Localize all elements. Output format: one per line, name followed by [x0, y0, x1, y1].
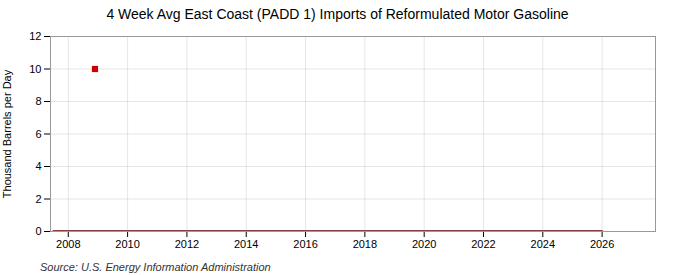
- svg-text:12: 12: [29, 30, 41, 42]
- svg-text:2024: 2024: [531, 238, 555, 250]
- svg-text:2012: 2012: [175, 238, 199, 250]
- html-text:4 Week Avg East Coast (PADD 1): 4 Week Avg East Coast (PADD 1) Imports o…: [106, 6, 569, 22]
- svg-text:2: 2: [35, 193, 41, 205]
- svg-text:10: 10: [29, 63, 41, 75]
- svg-text:4: 4: [35, 160, 41, 172]
- svg-text:2022: 2022: [471, 238, 495, 250]
- svg-text:Thousand Barrels per Day: Thousand Barrels per Day: [1, 69, 13, 198]
- svg-text:2010: 2010: [115, 238, 139, 250]
- svg-text:2016: 2016: [293, 238, 317, 250]
- svg-text:2026: 2026: [590, 238, 614, 250]
- svg-text:2008: 2008: [56, 238, 80, 250]
- svg-text:8: 8: [35, 95, 41, 107]
- svg-text:0: 0: [35, 225, 41, 237]
- svg-text:2018: 2018: [353, 238, 377, 250]
- svg-text:2014: 2014: [234, 238, 258, 250]
- html-text:Source: U.S. Energy Informatio: Source: U.S. Energy Information Administ…: [40, 261, 271, 273]
- svg-text:2020: 2020: [412, 238, 436, 250]
- svg-text:6: 6: [35, 128, 41, 140]
